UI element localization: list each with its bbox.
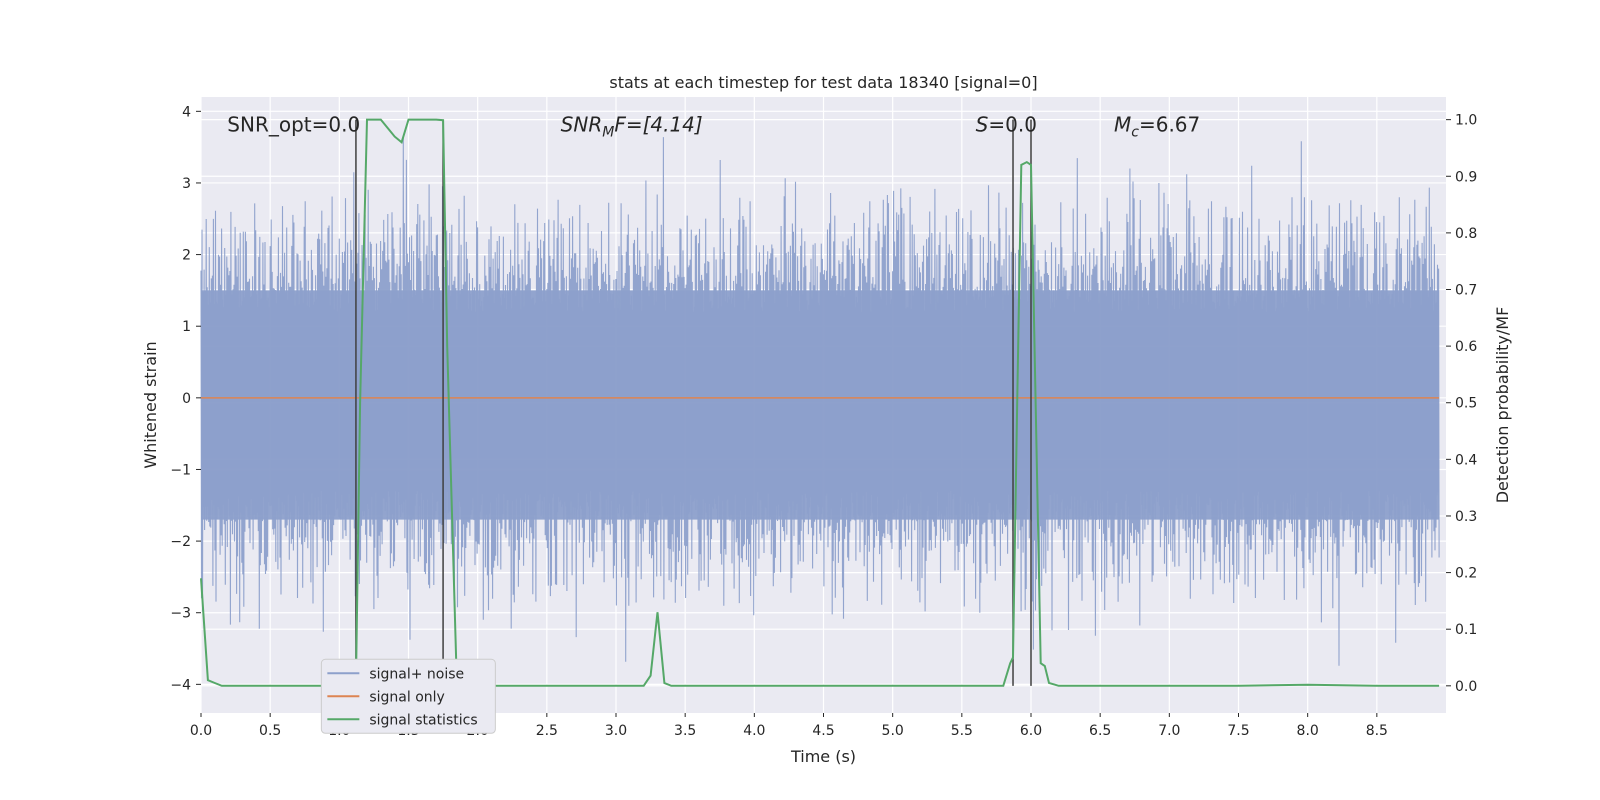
x-axis-label: Time (s) xyxy=(790,747,856,766)
x-tick-label-17: 8.5 xyxy=(1366,723,1388,739)
legend-label-signal-only: signal only xyxy=(369,689,444,705)
legend-label-signal-statistics: signal statistics xyxy=(369,712,477,728)
y-left-tick-label-3: 1 xyxy=(182,319,191,335)
x-tick-label-12: 6.0 xyxy=(1020,723,1042,739)
signal-statistics-line xyxy=(200,118,1440,687)
legend: signal+ noise signal only signal statist… xyxy=(320,658,496,734)
x-tick-label-9: 4.5 xyxy=(812,723,834,739)
y-left-tick-label-5: −1 xyxy=(170,462,191,478)
y-left-tick-label-2: 2 xyxy=(182,248,191,264)
y-right-tick-label-2: 0.8 xyxy=(1455,226,1477,242)
y-axis-left-label: Whitened strain xyxy=(141,341,160,468)
annotation-snr-opt: SNR_opt=0.0 xyxy=(227,112,360,136)
noise-trace xyxy=(200,135,1440,666)
y-right-tick-label-3: 0.7 xyxy=(1455,283,1477,299)
annotation-snr-mf: SNRMF=[4.14] xyxy=(561,112,703,140)
annotation-mc-rest: =6.67 xyxy=(1139,112,1200,136)
y-left-tick-label-6: −2 xyxy=(170,534,191,550)
y-left-tick-label-1: 3 xyxy=(182,176,191,192)
x-tick-label-1: 0.5 xyxy=(259,723,281,739)
x-tick-label-5: 2.5 xyxy=(536,723,558,739)
annotation-snr-mf-main: SNR xyxy=(561,112,603,136)
y-left-tick-label-8: −4 xyxy=(170,677,191,693)
y-axis-right-label: Detection probability/MF xyxy=(1493,307,1512,504)
y-right-tick-label-8: 0.2 xyxy=(1455,566,1477,582)
y-left-tick-label-0: 4 xyxy=(182,104,191,120)
y-left-tick-label-7: −3 xyxy=(170,606,191,622)
x-tick-label-16: 8.0 xyxy=(1297,723,1319,739)
annotation-snr-mf-rest: F=[4.14] xyxy=(614,112,702,136)
y-right-tick-label-0: 1.0 xyxy=(1455,113,1477,129)
annotation-mc: Mc=6.67 xyxy=(1114,112,1200,140)
x-tick-label-13: 6.5 xyxy=(1089,723,1111,739)
annotation-mc-main: M xyxy=(1114,112,1131,136)
y-right-tick-label-7: 0.3 xyxy=(1455,509,1477,525)
y-right-tick-label-4: 0.6 xyxy=(1455,339,1477,355)
y-right-tick-label-1: 0.9 xyxy=(1455,169,1477,185)
x-tick-label-15: 7.5 xyxy=(1227,723,1249,739)
annotation-mc-sub: c xyxy=(1131,124,1139,140)
y-right-tick-label-5: 0.5 xyxy=(1455,396,1477,412)
x-tick-label-10: 5.0 xyxy=(882,723,904,739)
chart-title: stats at each timestep for test data 183… xyxy=(609,73,1037,92)
y-right-tick-label-6: 0.4 xyxy=(1455,452,1477,468)
annotation-s: S=0.0 xyxy=(976,112,1037,136)
x-tick-label-14: 7.0 xyxy=(1158,723,1180,739)
signal-statistics-series xyxy=(200,118,1440,687)
y-right-tick-label-9: 0.1 xyxy=(1455,622,1477,638)
x-tick-label-6: 3.0 xyxy=(605,723,627,739)
x-tick-label-7: 3.5 xyxy=(674,723,696,739)
signal-noise-series xyxy=(200,135,1440,666)
y-right-tick-label-10: 0.0 xyxy=(1455,679,1477,695)
legend-box xyxy=(320,658,496,734)
x-tick-label-11: 5.5 xyxy=(951,723,973,739)
legend-label-signal-noise: signal+ noise xyxy=(369,666,464,682)
annotation-s-main: S xyxy=(976,112,989,136)
annotation-s-rest: =0.0 xyxy=(988,112,1037,136)
x-tick-label-8: 4.0 xyxy=(743,723,765,739)
annotation-snr-mf-sub: M xyxy=(602,124,614,140)
x-tick-label-0: 0.0 xyxy=(190,723,212,739)
y-left-tick-label-4: 0 xyxy=(182,391,191,407)
